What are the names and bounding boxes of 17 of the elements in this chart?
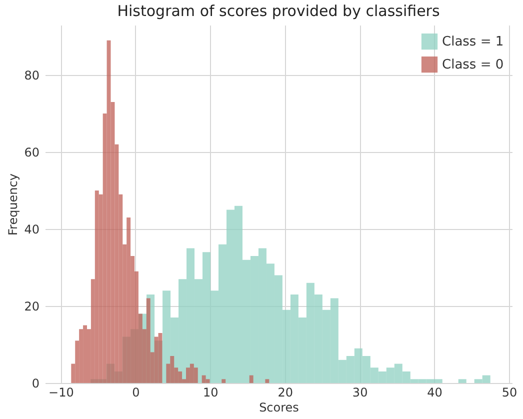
y-tick-label: 0 (32, 376, 40, 390)
y-tick-label: 80 (24, 68, 40, 83)
y-tick-label: 40 (24, 222, 40, 237)
y-tick-label: 20 (24, 300, 40, 314)
x-tick-label: 40 (427, 386, 442, 400)
legend-label: Class = 0 (442, 58, 504, 72)
x-tick-label: 30 (352, 386, 368, 400)
chart-title: Histogram of scores provided by classifiers (117, 2, 440, 20)
legend-label: Class = 1 (442, 34, 504, 50)
y-tick-label: 60 (24, 146, 40, 160)
x-tick-label: 0 (132, 386, 140, 400)
x-tick-label: −10 (48, 386, 74, 400)
x-tick-label: 50 (502, 386, 518, 400)
y-axis-title: Frequency (6, 174, 20, 236)
x-axis-title: Scores (259, 400, 299, 414)
x-tick-label: 10 (202, 386, 218, 400)
x-tick-label: 20 (278, 386, 293, 400)
